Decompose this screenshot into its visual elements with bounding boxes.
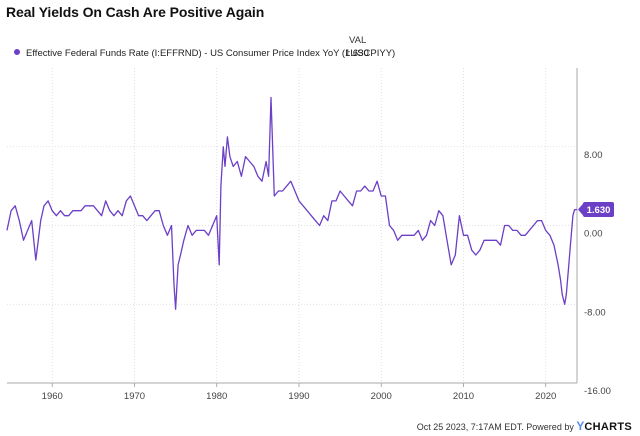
ycharts-logo-icon[interactable]: Y — [576, 419, 585, 433]
x-tick-label: 2020 — [535, 391, 556, 402]
chart-series — [6, 96, 578, 310]
y-tick-label: -8.00 — [584, 307, 606, 318]
callout-box — [583, 201, 614, 217]
y-tick-label: 8.00 — [584, 150, 603, 161]
chart-axes — [7, 68, 578, 387]
callout-pointer — [578, 202, 584, 217]
series-line — [6, 96, 578, 310]
x-tick-label: 1980 — [206, 391, 227, 402]
chart-tick-labels: 8.00 0.00 -8.00 -16.00 1960 1970 1980 1990 2000 2… — [42, 150, 611, 402]
x-tick-label: 1960 — [42, 391, 63, 402]
x-tick-label: 2000 — [371, 391, 392, 402]
footer-powered-by: Powered by — [526, 422, 574, 432]
last-value-label: 1.630 — [587, 205, 611, 216]
y-tick-label: 0.00 — [584, 229, 603, 240]
last-value-callout: 1.630 — [578, 201, 614, 217]
x-tick-label: 2010 — [453, 391, 474, 402]
legend-series-value: 1.630 — [345, 48, 369, 59]
legend-series-label: Effective Federal Funds Rate (I:EFFRND) … — [26, 48, 396, 59]
y-tick-label: -16.00 — [584, 386, 611, 397]
ycharts-brand[interactable]: CHARTS — [584, 421, 632, 433]
footer-timestamp: Oct 25 2023, 7:17AM EDT. — [416, 422, 524, 432]
chart-title: Real Yields On Cash Are Positive Again — [6, 4, 265, 20]
chart-footer: Oct 25 2023, 7:17AM EDT. Powered by YCHA… — [417, 419, 632, 433]
x-tick-label: 1990 — [288, 391, 309, 402]
chart-gridlines — [7, 68, 577, 383]
legend-series-item[interactable]: Effective Federal Funds Rate (I:EFFRND) … — [14, 48, 395, 59]
legend-value-header: VAL — [349, 35, 367, 46]
x-tick-label: 1970 — [124, 391, 145, 402]
legend-series-dot-icon — [14, 49, 20, 55]
